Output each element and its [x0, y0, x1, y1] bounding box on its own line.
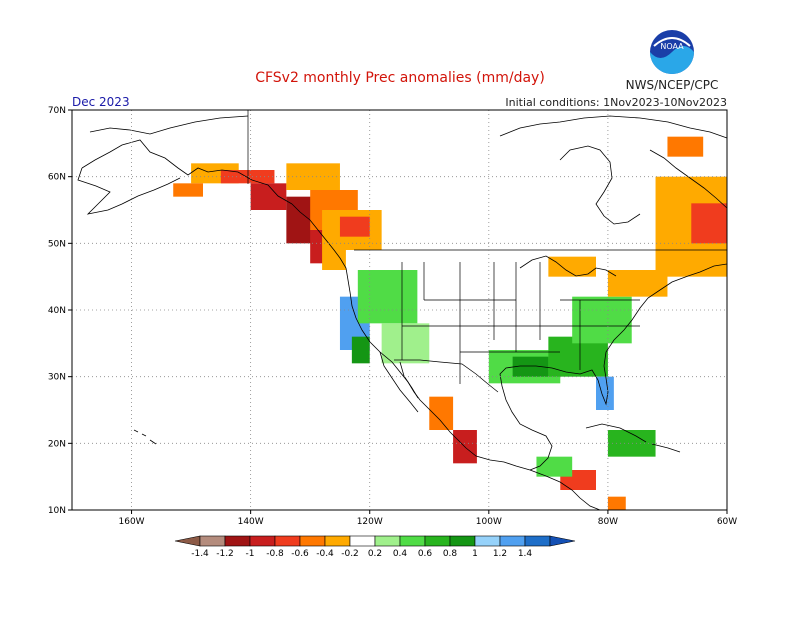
- lat-tick-label: 50N: [48, 239, 66, 249]
- colorbar-segment: [199, 535, 226, 547]
- colorbar-segment: [224, 535, 251, 547]
- colorbar-label: -1.4: [191, 549, 209, 559]
- colorbar-segment: [399, 535, 426, 547]
- colorbar-label: 1: [472, 549, 478, 559]
- lat-tick-label: 20N: [48, 439, 66, 449]
- colorbar-label: -0.2: [341, 549, 359, 559]
- colorbar-label: -0.8: [266, 549, 284, 559]
- latitude-ticks: 10N 20N 30N 40N 50N 60N 70N: [48, 106, 72, 516]
- anomaly-cell: [607, 430, 656, 457]
- lon-tick-label: 140W: [238, 517, 264, 527]
- lon-tick-label: 160W: [119, 517, 145, 527]
- noaa-logo: NOAA: [650, 30, 694, 74]
- colorbar-segment: [324, 535, 351, 547]
- colorbar-segment: [374, 535, 401, 547]
- colorbar-high-triangle: [549, 535, 576, 547]
- colorbar-label: -1.2: [216, 549, 234, 559]
- colorbar-label: 1.2: [493, 549, 507, 559]
- colorbar-label: -0.4: [316, 549, 334, 559]
- anomaly-cell: [596, 376, 614, 410]
- lon-tick-label: 60W: [717, 517, 737, 527]
- anomaly-cell: [250, 183, 287, 210]
- colorbar-label: 0.8: [443, 549, 458, 559]
- anomaly-cells: [173, 136, 727, 510]
- anomaly-cell: [548, 256, 596, 277]
- anomaly-cell: [691, 203, 727, 244]
- longitude-ticks: 160W 140W 120W 100W 80W 60W: [119, 510, 737, 527]
- colorbar-segment: [524, 535, 551, 547]
- anomaly-cell: [381, 323, 430, 364]
- colorbar-label: 1.4: [518, 549, 533, 559]
- colorbar-segment: [449, 535, 476, 547]
- colorbar-segment: [274, 535, 301, 547]
- lat-tick-label: 60N: [48, 173, 66, 183]
- colorbar-segment: [349, 535, 376, 547]
- anomaly-cell: [322, 250, 346, 270]
- initial-conditions-label: Initial conditions: 1Nov2023-10Nov2023: [505, 96, 727, 109]
- anomaly-cell: [286, 163, 340, 190]
- political-borders: [247, 110, 727, 393]
- lat-tick-label: 10N: [48, 506, 66, 516]
- logo-text: NOAA: [660, 42, 684, 51]
- month-label: Dec 2023: [72, 95, 130, 109]
- anomaly-cell: [572, 296, 632, 344]
- lon-tick-label: 100W: [476, 517, 502, 527]
- anomaly-cell: [173, 183, 203, 197]
- colorbar-low-triangle: [174, 535, 201, 547]
- anomaly-cell: [357, 270, 418, 324]
- anomaly-cell: [667, 136, 704, 157]
- colorbar: -1.4 -1.2 -1 -0.8 -0.6 -0.4 -0.2 0.2 0.4 0.6 0.8 1 1…: [174, 535, 576, 559]
- anomaly-cell: [339, 216, 370, 237]
- anomaly-cell: [351, 336, 370, 364]
- colorbar-label: 0.2: [368, 549, 382, 559]
- lat-tick-label: 40N: [48, 306, 66, 316]
- anomaly-cell: [536, 456, 573, 477]
- colorbar-label: -1: [246, 549, 255, 559]
- lat-tick-label: 70N: [48, 106, 66, 116]
- colorbar-segment: [499, 535, 526, 547]
- graticule: [72, 110, 727, 510]
- lon-tick-label: 120W: [357, 517, 383, 527]
- colorbar-label: 0.4: [393, 549, 408, 559]
- colorbar-segment: [474, 535, 501, 547]
- anomaly-cell: [429, 396, 454, 430]
- anomaly-cell: [512, 356, 549, 377]
- lon-tick-label: 80W: [598, 517, 618, 527]
- coastlines: [77, 115, 728, 511]
- agency-label: NWS/NCEP/CPC: [626, 78, 719, 92]
- lat-tick-label: 30N: [48, 373, 66, 383]
- colorbar-segment: [249, 535, 276, 547]
- colorbar-label: -0.6: [291, 549, 309, 559]
- chart-title: CFSv2 monthly Prec anomalies (mm/day): [255, 70, 545, 86]
- colorbar-segment: [299, 535, 326, 547]
- map-frame: [71, 109, 728, 511]
- colorbar-label: 0.6: [418, 549, 433, 559]
- anomaly-cell: [607, 496, 626, 510]
- map-area: [72, 110, 728, 511]
- colorbar-segment: [424, 535, 451, 547]
